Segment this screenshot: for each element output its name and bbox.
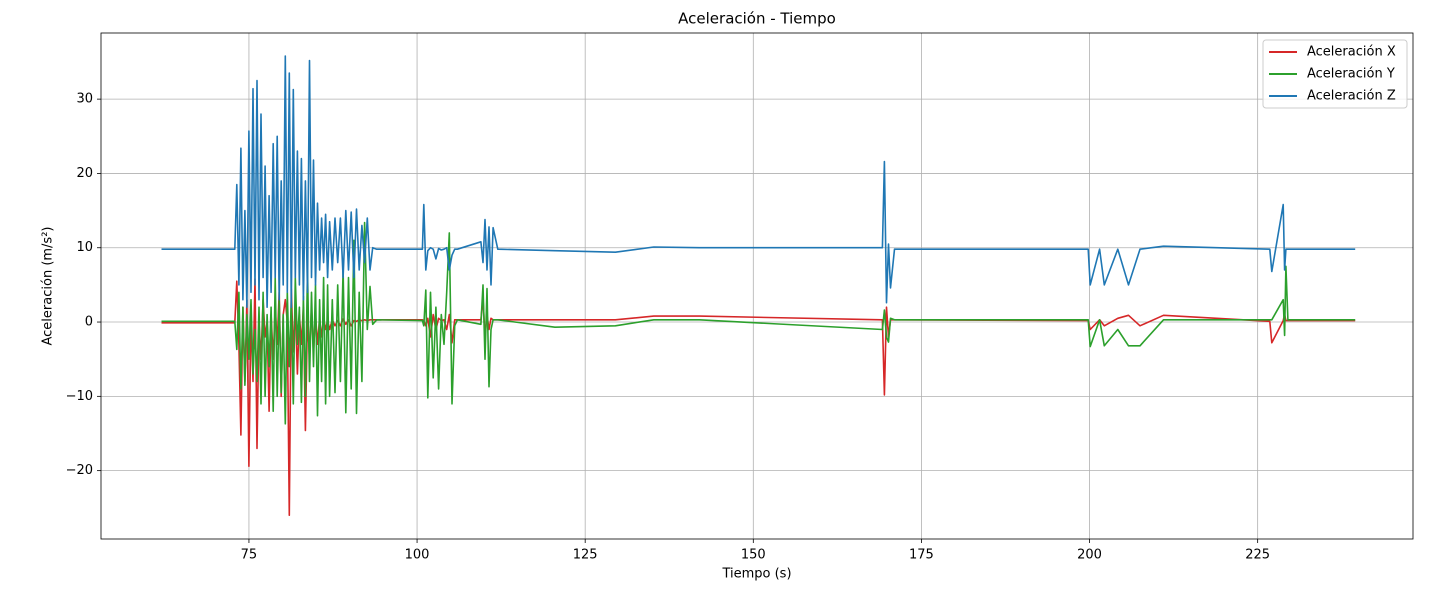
y-axis-label: Aceleración (m/s²) [41, 227, 56, 346]
x-tick-label: 125 [573, 548, 598, 563]
y-tick-label: 30 [76, 92, 93, 107]
plot-frame [100, 32, 1414, 540]
x-tick-label: 75 [241, 548, 258, 563]
data-line [161, 221, 1356, 425]
chart-title: Aceleración - Tiempo [678, 10, 836, 28]
x-tick-label: 225 [1245, 548, 1270, 563]
y-tick-label: 20 [76, 166, 93, 181]
y-tick-label: 0 [85, 315, 93, 330]
legend-label: Aceleración Z [1307, 89, 1396, 104]
y-tick-label: −20 [66, 463, 93, 478]
x-tick-label: 200 [1077, 548, 1102, 563]
x-tick-label: 150 [741, 548, 766, 563]
data-line [161, 55, 1356, 309]
legend-label: Aceleración X [1307, 45, 1396, 60]
x-axis-label: Tiempo (s) [721, 567, 791, 582]
data-line [161, 278, 1356, 517]
legend-box [1262, 39, 1408, 109]
y-tick-label: −10 [66, 389, 93, 404]
y-tick-label: 10 [76, 240, 93, 255]
x-tick-label: 175 [909, 548, 934, 563]
legend-label: Aceleración Y [1307, 67, 1395, 82]
x-tick-label: 100 [405, 548, 430, 563]
